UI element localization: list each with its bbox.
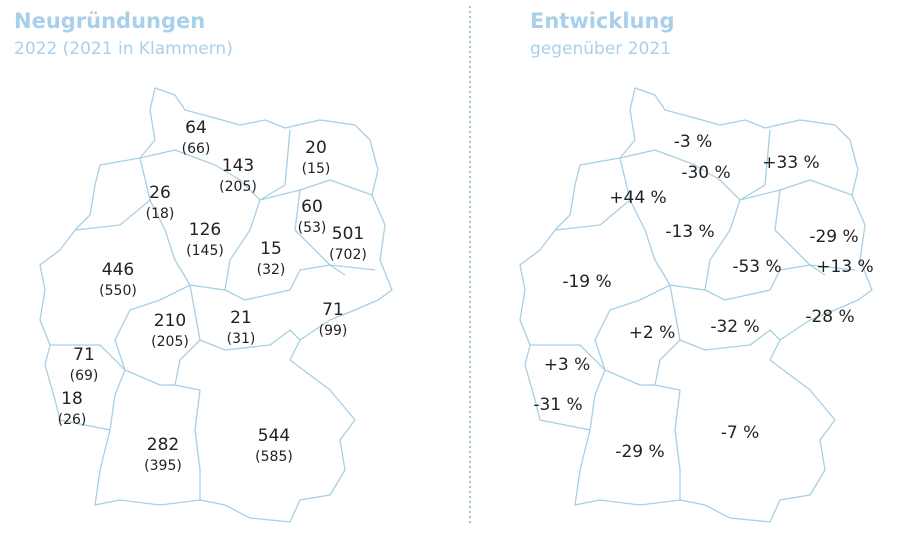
- state-previous: (69): [70, 368, 99, 384]
- state-previous: (15): [302, 161, 331, 177]
- state-value: 20: [305, 138, 327, 158]
- state-change: -7 %: [721, 423, 760, 443]
- state-previous: (205): [219, 179, 257, 195]
- state-previous: (145): [186, 243, 224, 259]
- state-change: +3 %: [544, 355, 591, 375]
- state-value: 501: [332, 224, 364, 244]
- state-change: +44 %: [609, 188, 666, 208]
- state-value: 21: [230, 308, 252, 328]
- state-previous: (26): [58, 412, 87, 428]
- state-previous: (32): [257, 262, 286, 278]
- state-change: -3 %: [674, 132, 713, 152]
- state-change: -29 %: [615, 442, 664, 462]
- state-previous: (702): [329, 247, 367, 263]
- state-previous: (585): [255, 449, 293, 465]
- state-change: +2 %: [629, 323, 676, 343]
- state-previous: (18): [146, 206, 175, 222]
- state-change: +13 %: [816, 257, 873, 277]
- subtitle: 2022 (2021 in Klammern): [14, 39, 233, 59]
- state-value: 60: [301, 197, 323, 217]
- state-change: -53 %: [732, 257, 781, 277]
- state-change: -30 %: [681, 163, 730, 183]
- state-previous: (550): [99, 283, 137, 299]
- state-value: 64: [185, 118, 207, 138]
- state-value: 210: [154, 311, 186, 331]
- state-change: -28 %: [805, 307, 854, 327]
- state-change: -32 %: [710, 317, 759, 337]
- state-previous: (205): [151, 334, 189, 350]
- state-value: 126: [189, 220, 221, 240]
- state-change: +33 %: [762, 153, 819, 173]
- state-value: 282: [147, 435, 179, 455]
- state-change: -29 %: [809, 227, 858, 247]
- state-value: 446: [102, 260, 134, 280]
- title: Neugründungen: [14, 9, 205, 33]
- subtitle: gegenüber 2021: [530, 39, 671, 59]
- state-previous: (53): [298, 220, 327, 236]
- state-previous: (31): [227, 331, 256, 347]
- state-change: -13 %: [665, 222, 714, 242]
- state-value: 26: [149, 183, 171, 203]
- state-previous: (395): [144, 458, 182, 474]
- state-value: 544: [258, 426, 290, 446]
- state-change: -19 %: [562, 272, 611, 292]
- state-value: 71: [322, 300, 344, 320]
- state-value: 18: [61, 389, 83, 409]
- state-value: 71: [73, 345, 95, 365]
- state-change: -31 %: [533, 395, 582, 415]
- state-previous: (99): [319, 323, 348, 339]
- state-value: 15: [260, 239, 282, 259]
- state-value: 143: [222, 156, 254, 176]
- state-previous: (66): [182, 141, 211, 157]
- title: Entwicklung: [530, 9, 674, 33]
